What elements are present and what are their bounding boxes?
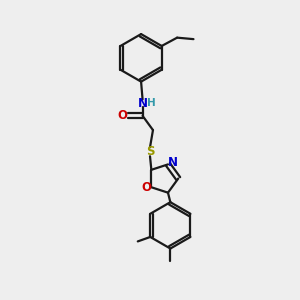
Text: O: O xyxy=(118,109,128,122)
Text: N: N xyxy=(168,156,178,170)
Text: S: S xyxy=(146,145,154,158)
Text: O: O xyxy=(141,182,151,194)
Text: H: H xyxy=(146,98,155,108)
Text: N: N xyxy=(138,97,148,110)
